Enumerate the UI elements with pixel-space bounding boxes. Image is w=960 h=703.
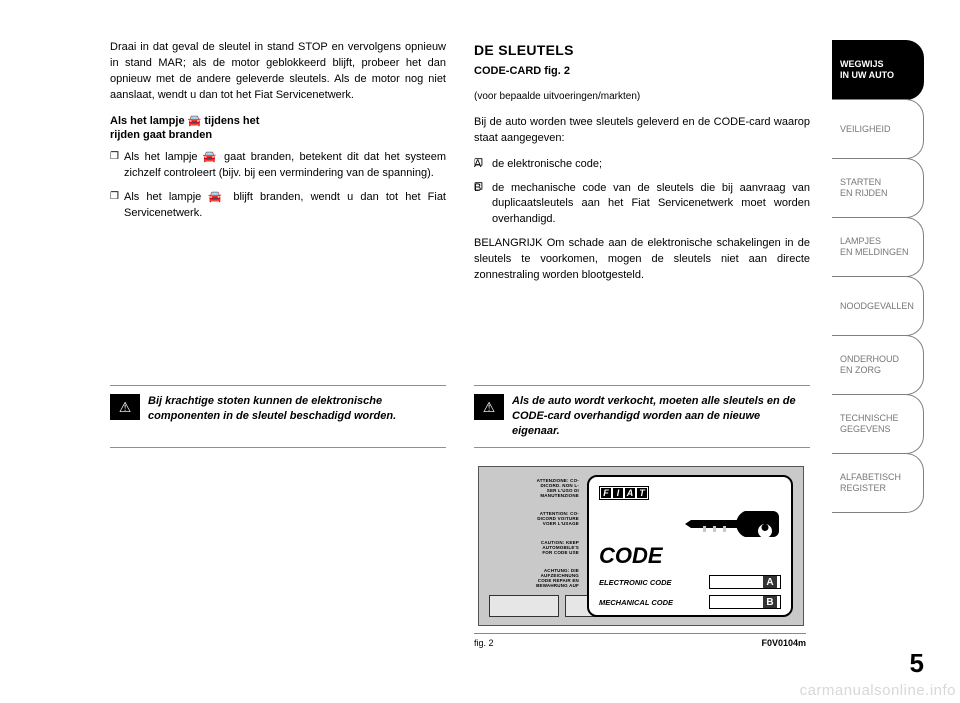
tab-veiligheid[interactable]: VEILIGHEID [832, 99, 924, 159]
tiny-3: CAUTION: KEEP AUTOMOBILE'S FOR CODE USE [489, 541, 579, 556]
tab-technische-label: TECHNISCHE GEGEVENS [840, 413, 899, 435]
tab-lampjes[interactable]: LAMPJES EN MELDINGEN [832, 217, 924, 277]
right-alpha-list: Ade elektronische code; Bde mechanische … [474, 157, 810, 229]
left-b1: Als het lampje 🚘 gaat branden, betekent … [110, 150, 446, 182]
figure-code-card: ATTENZIONE: CO- DICORD. NON L- SER L'USO… [474, 458, 810, 648]
tiny-2: ATTENTION: CO- DICORD VOITURE VOER L'USA… [489, 512, 579, 527]
tab-alfabetisch[interactable]: ALFABETISCH REGISTER [832, 453, 924, 513]
card-tiny-text: ATTENZIONE: CO- DICORD. NON L- SER L'USO… [489, 479, 579, 589]
inner-card: F I A T CO [587, 475, 793, 617]
letter-a: A [474, 157, 481, 173]
warning-right-text: Als de auto wordt verkocht, moeten alle … [512, 394, 810, 439]
right-p1: Bij de auto worden twee sleutels gelever… [474, 115, 810, 147]
tab-noodgevallen-label: NOODGEVALLEN [840, 301, 914, 312]
right-column: DE SLEUTELS CODE-CARD fig. 2 (voor bepaa… [474, 40, 810, 380]
electronic-code-box: A [709, 575, 781, 589]
tab-alfabetisch-label: ALFABETISCH REGISTER [840, 472, 901, 494]
key-icon [685, 509, 781, 539]
tiny-4: ACHTUNG: DIE AUFZEICHNUNG CODE REPAIR EN… [489, 569, 579, 589]
tab-lampjes-label: LAMPJES EN MELDINGEN [840, 236, 909, 258]
fiat-logo-f: F [600, 487, 612, 499]
code-row-1: ELECTRONIC CODE A [599, 575, 781, 589]
page-number: 5 [910, 648, 924, 679]
fiat-logo-a: A [624, 487, 636, 499]
left-subhead: Als het lampje 🚘 tijdens het rijden gaat… [110, 114, 446, 143]
right-heading: DE SLEUTELS [474, 40, 810, 60]
code-row-2: MECHANICAL CODE B [599, 595, 781, 609]
card-box-1 [489, 595, 559, 617]
left-bullets: Als het lampje 🚘 gaat branden, betekent … [110, 150, 446, 222]
warning-left: ⚠ Bij krachtige stoten kunnen de elektro… [110, 385, 446, 448]
fiat-logo-i: I [612, 487, 624, 499]
tab-starten-label: STARTEN EN RIJDEN [840, 177, 888, 199]
figure-caption-right: F0V0104m [761, 638, 806, 648]
tab-onderhoud-label: ONDERHOUD EN ZORG [840, 354, 899, 376]
code-label-big: CODE [599, 543, 781, 569]
electronic-code-letter: A [763, 576, 777, 588]
left-p1: Draai in dat geval de sleutel in stand S… [110, 40, 446, 104]
mechanical-code-label: MECHANICAL CODE [599, 598, 673, 607]
tab-wegwijs[interactable]: WEGWIJS IN UW AUTO [832, 40, 924, 100]
right-lb: Bde mechanische code van de sleutels die… [474, 181, 810, 229]
tab-starten[interactable]: STARTEN EN RIJDEN [832, 158, 924, 218]
warning-row: ⚠ Bij krachtige stoten kunnen de elektro… [110, 385, 810, 448]
fiat-logo-t: T [636, 487, 648, 499]
tab-onderhoud[interactable]: ONDERHOUD EN ZORG [832, 335, 924, 395]
tiny-1: ATTENZIONE: CO- DICORD. NON L- SER L'USO… [489, 479, 579, 499]
figure-caption-row: fig. 2 F0V0104m [474, 633, 806, 648]
right-lb-text: de mechanische code van de sleutels die … [492, 182, 810, 226]
section-tabs: WEGWIJS IN UW AUTO VEILIGHEID STARTEN EN… [832, 40, 924, 512]
watermark: carmanualsonline.info [800, 682, 956, 699]
electronic-code-label: ELECTRONIC CODE [599, 578, 672, 587]
warning-right: ⚠ Als de auto wordt verkocht, moeten all… [474, 385, 810, 448]
warning-left-text: Bij krachtige stoten kunnen de elektroni… [148, 394, 446, 424]
left-b2: Als het lampje 🚘 blijft branden, wendt u… [110, 190, 446, 222]
right-la-text: de elektronische code; [492, 158, 602, 170]
key-row [599, 509, 781, 539]
right-subhead: CODE-CARD fig. 2 [474, 64, 810, 80]
content-columns: Draai in dat geval de sleutel in stand S… [110, 40, 810, 380]
figure-caption-left: fig. 2 [474, 638, 494, 648]
tab-veiligheid-label: VEILIGHEID [840, 124, 891, 135]
right-p2: BELANGRIJK Om schade aan de elektronisch… [474, 236, 810, 284]
mechanical-code-letter: B [763, 596, 777, 608]
tab-technische[interactable]: TECHNISCHE GEGEVENS [832, 394, 924, 454]
tab-noodgevallen[interactable]: NOODGEVALLEN [832, 276, 924, 336]
right-la: Ade elektronische code; [474, 157, 810, 173]
mechanical-code-box: B [709, 595, 781, 609]
card-outer: ATTENZIONE: CO- DICORD. NON L- SER L'USO… [478, 466, 804, 626]
tab-wegwijs-label: WEGWIJS IN UW AUTO [840, 59, 894, 81]
letter-b: B [474, 181, 481, 197]
left-column: Draai in dat geval de sleutel in stand S… [110, 40, 446, 380]
car-warning-icon: ⚠ [110, 394, 140, 420]
right-subparen: (voor bepaalde uitvoeringen/markten) [474, 90, 810, 105]
fiat-logo: F I A T [599, 486, 649, 500]
car-warning-icon: ⚠ [474, 394, 504, 420]
